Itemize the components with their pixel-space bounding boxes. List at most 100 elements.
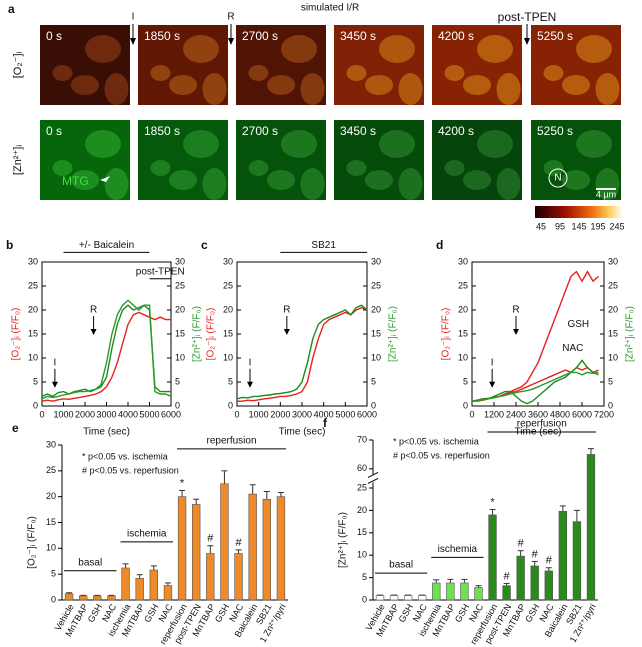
tile-time: 2700 s [242, 124, 278, 138]
panel-label: b [6, 238, 13, 252]
tile-blob [248, 160, 269, 176]
bar [79, 595, 88, 601]
y2-tick-label: 5 [371, 376, 376, 386]
group-label: reperfusion [206, 435, 256, 446]
panel-label: e [12, 421, 19, 435]
y-tick-label: 20 [357, 505, 367, 515]
tile-blob [104, 73, 129, 105]
tile-blob [463, 75, 491, 95]
y-tick-label: 25 [223, 280, 233, 290]
y-tick-label: 10 [223, 352, 233, 362]
y-tick-label: 25 [46, 465, 56, 475]
y2-tick-label: 20 [371, 304, 381, 314]
arrow-head [247, 381, 253, 388]
tile-blob [150, 65, 171, 81]
series-line [237, 306, 368, 402]
y-tick-label: 30 [458, 256, 468, 266]
x-tick-label: 6000 [357, 409, 377, 419]
bar [572, 521, 582, 601]
annotation: I [249, 357, 252, 368]
y2-tick-label: 5 [608, 376, 613, 386]
tile-time: 1850 s [144, 29, 180, 43]
y-tick-label: 0 [51, 594, 56, 604]
series-line [471, 371, 599, 402]
arrow-head [513, 329, 519, 335]
x-tick-label: 0 [469, 409, 474, 419]
tile-blob [202, 168, 227, 200]
y-tick-label: 30 [223, 256, 233, 266]
y-axis-label: [Zn²⁺]ᵢ (F/F₀) [338, 512, 349, 568]
marker-head [228, 38, 234, 45]
x-tick-label: 6000 [572, 409, 592, 419]
significance-note: * p<0.05 vs. ischemia [82, 451, 168, 461]
bar [460, 582, 469, 601]
series-line [471, 359, 599, 405]
tile-blob [169, 170, 197, 190]
y-axis-label: [O₂⁻]ᵢ (F/F₀) [11, 308, 22, 361]
y-tick-label: 20 [458, 304, 468, 314]
tile-blob [346, 65, 367, 81]
annotation: R [90, 305, 97, 316]
tile-blob [477, 130, 513, 158]
row-label: [Zn²⁺]ᵢ [12, 145, 24, 175]
tile-blob [444, 160, 465, 176]
bar [192, 504, 201, 601]
tile-blob [365, 170, 393, 190]
annotation: NAC [562, 343, 583, 354]
tile-blob [71, 170, 99, 190]
tile-blob [398, 73, 423, 105]
x-tick-label: 3000 [292, 409, 312, 419]
panel-label: f [323, 416, 328, 430]
bar [558, 510, 568, 601]
y2-tick-label: 30 [371, 256, 381, 266]
x-tick-label: GSH [86, 602, 104, 624]
y2-tick-label: 20 [175, 304, 185, 314]
y-tick-label: 15 [458, 328, 468, 338]
image-tile: 3450 s [334, 120, 424, 200]
significance: # [207, 533, 214, 545]
bar [262, 498, 271, 601]
x-tick-label: GSH [453, 602, 471, 624]
tile-time: 0 s [46, 29, 62, 43]
y-tick-label: 25 [28, 280, 38, 290]
y-axis-label: [O₂⁻]ᵢ (F/F₀) [206, 308, 217, 361]
break-mark [367, 471, 379, 478]
image-tile: 2700 s [236, 25, 326, 105]
y-tick-label: 30 [28, 256, 38, 266]
tile-blob [477, 35, 513, 63]
x-tick-label: 0 [234, 409, 239, 419]
x-tick-label: 1000 [53, 409, 73, 419]
tile-blob [183, 130, 219, 158]
x-tick-label: 4800 [550, 409, 570, 419]
y2-tick-label: 25 [371, 280, 381, 290]
span-label: post-TPEN [136, 266, 185, 277]
bar [93, 595, 102, 601]
y2-tick-label: 15 [371, 328, 381, 338]
tile-blob [562, 170, 590, 190]
y-tick-label: 60 [357, 463, 367, 473]
x-tick-label: 5000 [139, 409, 159, 419]
group-label: ischemia [438, 544, 478, 555]
x-tick-label: GSH [213, 602, 231, 624]
y-tick-label: 5 [33, 376, 38, 386]
bar [107, 595, 116, 601]
break-gap [369, 474, 377, 483]
x-tick-label: 7200 [594, 409, 614, 419]
image-marker: I [132, 12, 135, 23]
image-tile: 2700 s [236, 120, 326, 200]
tile-blob [398, 168, 423, 200]
bar [432, 582, 441, 601]
tile-blob [300, 168, 325, 200]
y-tick-label: 10 [28, 352, 38, 362]
tile-blob [52, 160, 73, 176]
y-tick-label: 30 [46, 439, 56, 449]
y2-tick-label: 25 [175, 280, 185, 290]
tile-blob [543, 65, 564, 81]
y2-tick-label: 30 [175, 256, 185, 266]
y2-tick-label: 30 [608, 256, 618, 266]
series-line [41, 299, 172, 400]
significance: # [546, 555, 553, 567]
x-axis-label: Time (sec) [83, 427, 130, 438]
bar [64, 593, 74, 601]
y-tick-label: 0 [362, 594, 367, 604]
